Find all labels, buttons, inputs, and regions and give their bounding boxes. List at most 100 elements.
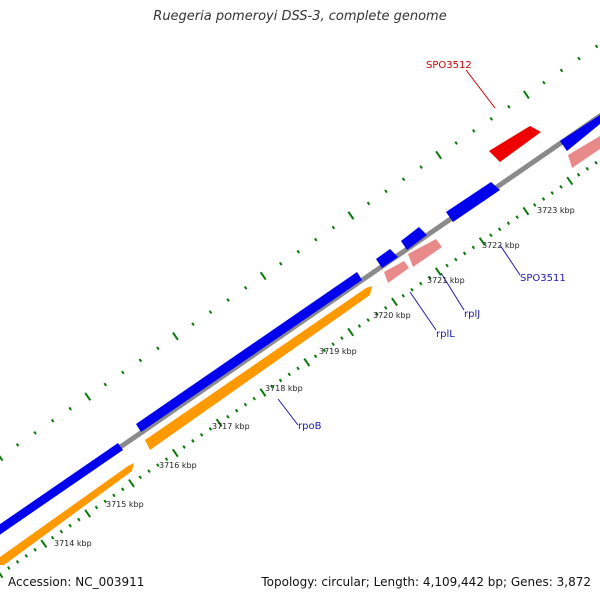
inner-tick-track [0,160,598,579]
tick-mark [103,499,107,504]
tick-mark [462,251,467,256]
gene-arrow[interactable] [145,286,372,450]
tick-mark [147,469,151,474]
accession-text: Accession: NC_003911 [8,575,145,589]
tick-mark [541,197,546,201]
tick-mark [68,523,72,528]
gene-arrow[interactable] [446,182,500,222]
tick-mark [515,215,519,220]
gene-arrow[interactable] [408,239,442,267]
tick-mark [577,56,581,61]
tick-mark [287,372,292,377]
tick-mark [384,189,388,194]
tick-mark [103,382,108,387]
tick-mark [506,221,511,226]
tick-mark [489,116,493,121]
pale-genes [384,136,600,283]
tick-mark [199,433,204,437]
tick-mark [121,370,125,375]
tick-mark [585,166,590,171]
tick-mark [50,418,55,423]
gene-label-SPO3512[interactable]: SPO3512 [426,60,472,71]
tick-label: 3718 kbp [265,384,303,393]
gene-arrow[interactable] [568,136,600,168]
tick-mark [128,479,135,488]
tick-mark [182,445,186,449]
tick-mark [0,572,4,579]
tick-mark [357,324,362,328]
forward-strand-genes [0,115,600,538]
tick-mark [164,457,169,461]
tick-mark [50,535,55,540]
tick-mark [24,553,29,558]
gene-label-rplL[interactable]: rplL [436,329,455,340]
tick-mark [33,547,37,552]
tick-mark [532,203,537,207]
tick-mark [471,245,476,250]
tick-mark [366,318,370,322]
tick-mark [252,396,256,401]
tick-label: 3719 kbp [319,347,357,356]
tick-mark [234,408,239,413]
tick-mark [77,517,81,522]
tick-mark [15,560,20,564]
leader-rplJ [440,272,465,311]
gene-arrow-highlighted[interactable] [489,126,541,162]
tick-mark [445,263,449,268]
tick-mark [401,177,406,182]
tick-mark [303,358,311,367]
tick-mark [40,539,48,549]
tick-mark [191,322,195,327]
tick-mark [7,566,11,570]
tick-mark [507,104,511,109]
tick-mark [419,281,423,286]
tick-mark [435,150,443,160]
outer-tick-track [0,44,599,462]
tick-labels: 3714 kbp 3715 kbp 3716 kbp 3717 kbp 3718… [54,206,575,548]
gene-label-rpoB[interactable]: rpoB [298,421,322,432]
tick-mark [314,237,318,242]
gene-arrow[interactable] [401,227,427,250]
tick-mark [94,505,99,510]
tick-mark [566,176,574,186]
tick-mark [391,297,398,307]
tick-mark [478,237,486,246]
leader-SPO3511 [499,244,521,276]
gene-label-rplJ[interactable]: rplJ [464,309,480,320]
gene-arrow[interactable] [0,463,134,565]
tick-mark [59,529,64,534]
tick-label: 3714 kbp [54,539,92,548]
tick-label: 3720 kbp [373,311,411,320]
tick-mark [243,402,248,407]
tick-mark [313,354,318,359]
tick-mark [410,287,414,292]
gene-arrow[interactable] [0,443,123,538]
gene-arrow[interactable] [136,272,362,432]
tick-mark [366,201,371,206]
tick-label: 3722 kbp [482,241,520,250]
leader-SPO3512 [465,69,496,109]
tick-mark [401,293,405,298]
gene-label-SPO3511[interactable]: SPO3511 [520,273,566,284]
tick-mark [156,346,160,351]
tick-mark [522,90,530,99]
tick-mark [296,366,300,371]
tick-mark [383,305,388,310]
tick-mark [208,426,213,431]
tick-mark [454,257,458,262]
tick-mark [278,261,283,266]
gene-arrow[interactable] [376,249,398,268]
tick-label: 3715 kbp [106,500,144,509]
tick-mark [138,475,142,480]
tick-mark [172,331,179,341]
leader-rplL [409,291,437,331]
tick-mark [226,414,230,419]
tick-mark [497,227,502,232]
tick-mark [375,312,379,316]
tick-mark [559,68,564,73]
tick-mark [559,185,563,189]
gene-arrow[interactable] [384,261,409,283]
gene-arrow[interactable] [560,115,600,151]
tick-mark [156,463,160,468]
